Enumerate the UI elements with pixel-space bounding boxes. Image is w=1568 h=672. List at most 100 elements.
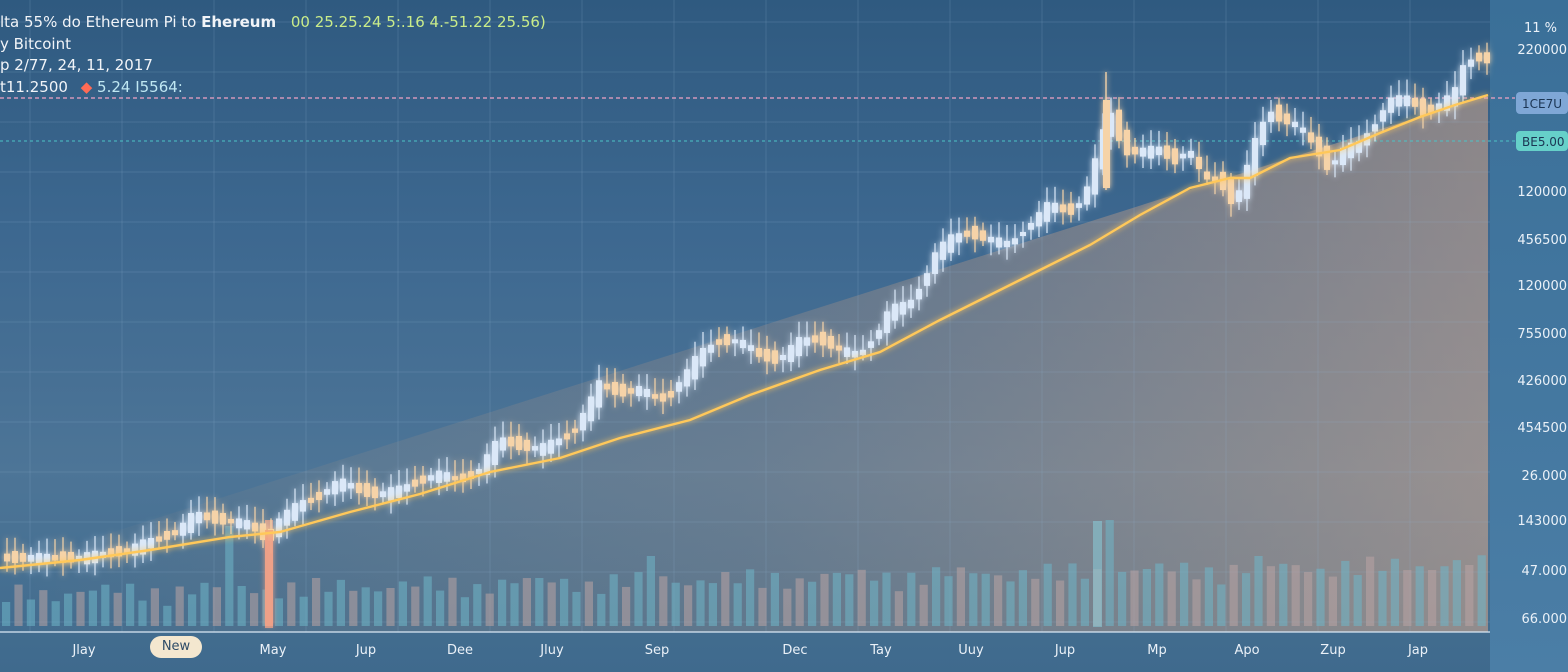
volume-bar xyxy=(113,592,122,626)
volume-bar xyxy=(857,569,866,626)
candle-body xyxy=(460,473,466,483)
volume-bar xyxy=(1192,579,1201,626)
volume-bar xyxy=(733,583,742,626)
volume-bar xyxy=(560,578,569,626)
volume-bar xyxy=(832,572,841,626)
candle-body xyxy=(780,354,786,361)
x-tick-label: Dee xyxy=(447,643,473,658)
volume-bar xyxy=(547,582,556,626)
candle-body xyxy=(1284,113,1290,125)
candle-body xyxy=(564,433,570,440)
volume-bar xyxy=(423,576,432,626)
volume-bar xyxy=(138,600,147,626)
candle-body xyxy=(1004,240,1010,248)
candle-body xyxy=(620,383,626,397)
candle-body xyxy=(948,234,954,253)
candle-body xyxy=(548,439,554,454)
candle-body xyxy=(1412,97,1418,107)
candle-body xyxy=(1428,104,1434,114)
candle-body xyxy=(724,334,730,346)
candle-body xyxy=(1044,202,1050,222)
volume-bar xyxy=(870,580,879,626)
candle-body xyxy=(908,299,914,309)
volume-bar xyxy=(708,583,717,626)
x-axis-labels: Jlay May Jup Dee Jluy Sep Dec Tay Uuy Jup Mp Apo Zup… xyxy=(71,643,1428,658)
candle-body xyxy=(1108,112,1114,137)
candle-body xyxy=(308,497,314,503)
y-axis-labels: 220000 120000 456500 120000 755000 426000 4545… xyxy=(1517,43,1567,627)
volume-bar xyxy=(1056,580,1065,626)
candle-body xyxy=(1268,111,1274,123)
candle-body xyxy=(956,233,962,243)
volume-bar xyxy=(1105,520,1114,626)
volume-bar xyxy=(336,579,345,626)
candle-body xyxy=(364,483,370,497)
volume-bar xyxy=(1304,571,1313,626)
candle-body xyxy=(1084,186,1090,205)
candle-body xyxy=(700,347,706,367)
candle-body xyxy=(1396,95,1402,107)
title-bold: Ehereum xyxy=(201,13,277,31)
candle-body xyxy=(1212,176,1218,182)
candle-body xyxy=(636,386,642,397)
candle-body xyxy=(108,548,114,558)
new-button[interactable]: New xyxy=(150,636,202,658)
volume-bar xyxy=(584,581,593,626)
candle-body xyxy=(596,380,602,408)
candle-body xyxy=(20,552,26,562)
candle-body xyxy=(868,341,874,348)
candle-body xyxy=(28,554,34,562)
volume-bar xyxy=(696,580,705,626)
volume-bars xyxy=(2,520,1486,628)
volume-bar xyxy=(1130,570,1139,626)
candle-body xyxy=(876,330,882,339)
y-tick-label: 26.000 xyxy=(1522,469,1568,484)
candle-body xyxy=(284,509,290,526)
volume-bar xyxy=(845,574,854,626)
candle-body xyxy=(1204,171,1210,180)
svg-text:BE5.00: BE5.00 xyxy=(1522,135,1565,149)
candle-body xyxy=(572,428,578,433)
candle-body xyxy=(1404,95,1410,107)
candle-body xyxy=(1308,132,1314,143)
volume-bar xyxy=(721,572,730,626)
candle-body xyxy=(1116,109,1122,141)
candle-body xyxy=(980,230,986,241)
volume-bar xyxy=(436,590,445,626)
volume-bar xyxy=(758,587,767,626)
volume-bar xyxy=(349,590,358,626)
candle-body xyxy=(940,241,946,260)
x-tick-label: Jluy xyxy=(539,643,564,658)
volume-bar xyxy=(1316,568,1325,626)
candle-body xyxy=(388,487,394,501)
candle-body xyxy=(788,345,794,362)
candle-body xyxy=(180,522,186,536)
candle-body xyxy=(924,273,930,286)
candle-body xyxy=(204,512,210,521)
volume-bar xyxy=(597,593,606,626)
volume-bar xyxy=(535,578,544,626)
candle-body xyxy=(1103,100,1110,188)
candle-body xyxy=(44,553,50,564)
candle-body xyxy=(660,393,666,402)
candle-body xyxy=(124,548,130,554)
candle-body xyxy=(1124,129,1130,156)
candle-body xyxy=(1420,98,1426,116)
x-tick-label: Jlay xyxy=(71,643,95,658)
candle-body xyxy=(332,481,338,495)
volume-bar xyxy=(1390,558,1399,626)
candle-body xyxy=(628,388,634,394)
x-tick-label: Uuy xyxy=(958,643,984,658)
candle-body xyxy=(444,472,450,482)
candle-body xyxy=(764,348,770,362)
candle-body xyxy=(436,470,442,483)
volume-bar xyxy=(1229,564,1238,626)
volume-bar xyxy=(1341,560,1350,626)
candle-body xyxy=(892,303,898,321)
candle-body xyxy=(916,288,922,300)
candle-body xyxy=(324,489,330,495)
candle-body xyxy=(260,523,266,540)
chart-subtitle: y Bitcoint xyxy=(0,35,71,53)
candle-body xyxy=(372,486,378,499)
candle-body xyxy=(484,454,490,475)
